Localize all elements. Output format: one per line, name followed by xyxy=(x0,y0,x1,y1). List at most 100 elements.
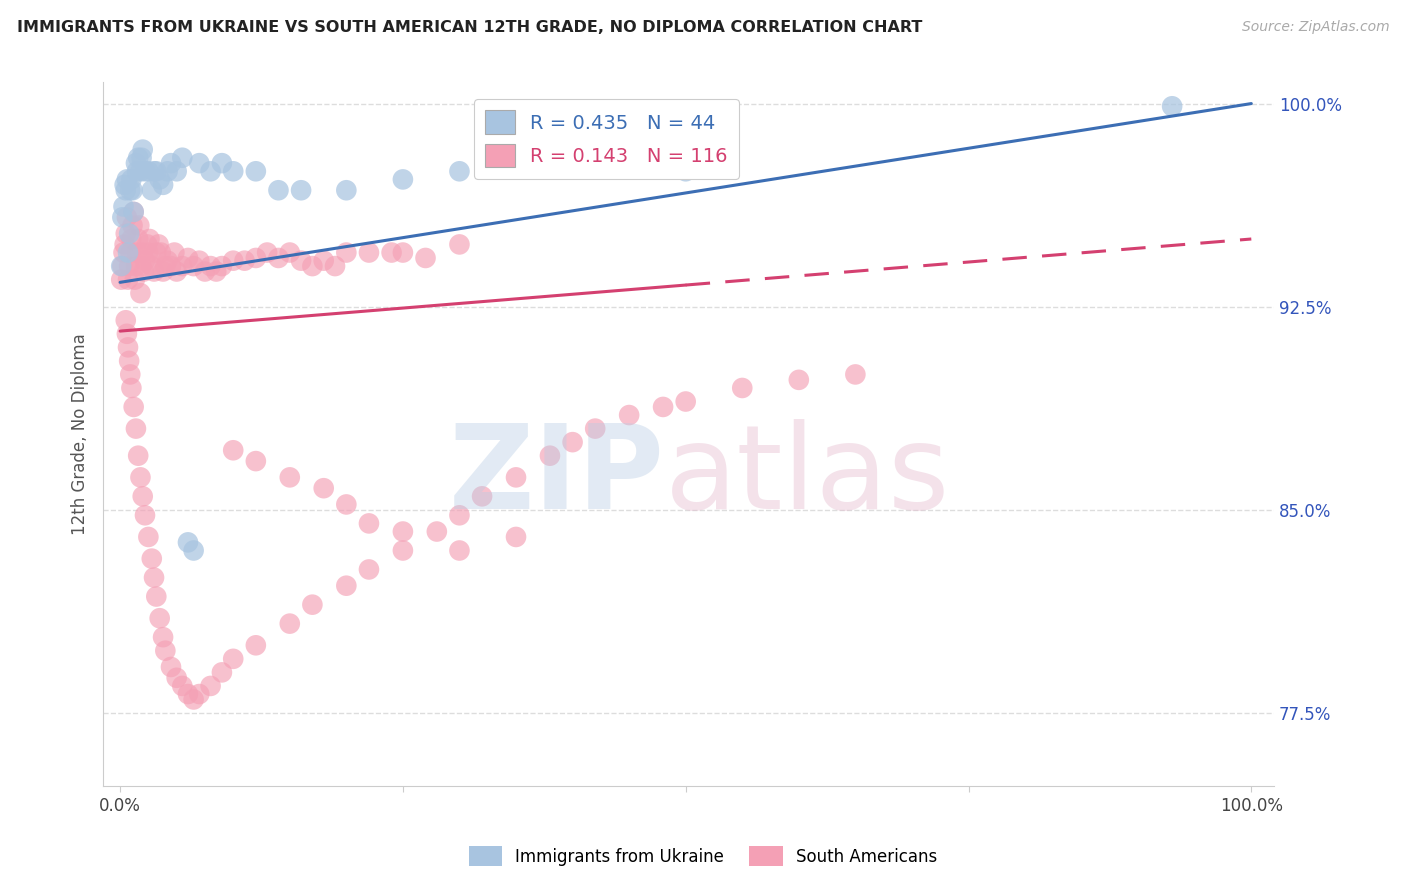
Point xyxy=(149,172,172,186)
Point xyxy=(222,652,245,666)
Point xyxy=(278,245,301,260)
Text: Source: ZipAtlas.com: Source: ZipAtlas.com xyxy=(1241,20,1389,34)
Point xyxy=(172,259,194,273)
Point xyxy=(120,183,142,197)
Point xyxy=(120,381,142,395)
Point xyxy=(267,251,290,265)
Point xyxy=(122,400,145,414)
Point xyxy=(110,259,132,273)
Point xyxy=(205,264,228,278)
Point xyxy=(152,178,174,192)
Text: atlas: atlas xyxy=(665,418,950,533)
Point xyxy=(122,205,145,219)
Point xyxy=(118,259,141,273)
Point xyxy=(188,253,211,268)
Point xyxy=(188,156,211,170)
Point xyxy=(118,354,141,368)
Point xyxy=(141,551,163,566)
Point xyxy=(152,630,174,644)
Point xyxy=(112,199,135,213)
Point xyxy=(505,530,527,544)
Point xyxy=(114,227,136,241)
Point xyxy=(335,183,357,197)
Point xyxy=(132,264,155,278)
Point xyxy=(125,156,148,170)
Point xyxy=(335,579,357,593)
Point xyxy=(617,408,640,422)
Point xyxy=(129,470,152,484)
Point xyxy=(357,245,380,260)
Point xyxy=(392,524,415,539)
Point xyxy=(290,253,312,268)
Point xyxy=(148,237,170,252)
Point xyxy=(149,611,172,625)
Point xyxy=(127,151,149,165)
Point xyxy=(138,530,160,544)
Point xyxy=(166,164,188,178)
Point xyxy=(114,237,136,252)
Point xyxy=(127,449,149,463)
Point xyxy=(278,616,301,631)
Point xyxy=(335,245,357,260)
Point xyxy=(172,679,194,693)
Point xyxy=(312,253,335,268)
Point xyxy=(357,562,380,576)
Point xyxy=(120,368,142,382)
Point xyxy=(1161,99,1184,113)
Point xyxy=(233,253,256,268)
Point xyxy=(538,449,561,463)
Point xyxy=(449,508,471,523)
Point xyxy=(200,679,222,693)
Point xyxy=(245,164,267,178)
Point xyxy=(245,638,267,652)
Point xyxy=(731,381,754,395)
Point xyxy=(118,227,141,241)
Point xyxy=(392,172,415,186)
Point xyxy=(335,498,357,512)
Point xyxy=(183,259,205,273)
Point xyxy=(155,643,177,657)
Point xyxy=(120,172,142,186)
Point xyxy=(156,164,179,178)
Point xyxy=(160,156,183,170)
Point xyxy=(121,219,143,233)
Point xyxy=(110,272,132,286)
Point xyxy=(112,245,135,260)
Point xyxy=(222,253,245,268)
Point xyxy=(115,211,138,225)
Point xyxy=(125,259,148,273)
Point xyxy=(160,259,183,273)
Point xyxy=(141,183,163,197)
Point xyxy=(561,435,583,450)
Point xyxy=(449,543,471,558)
Point xyxy=(111,259,134,273)
Point xyxy=(172,151,194,165)
Legend: Immigrants from Ukraine, South Americans: Immigrants from Ukraine, South Americans xyxy=(463,839,943,873)
Point xyxy=(160,660,183,674)
Point xyxy=(111,211,134,225)
Point xyxy=(211,665,233,680)
Point xyxy=(132,143,155,157)
Point xyxy=(222,164,245,178)
Point xyxy=(652,400,675,414)
Point xyxy=(125,421,148,435)
Point xyxy=(471,489,494,503)
Point xyxy=(290,183,312,197)
Point xyxy=(124,272,146,286)
Point xyxy=(114,183,136,197)
Point xyxy=(134,508,156,523)
Point xyxy=(149,245,172,260)
Point xyxy=(222,443,245,458)
Point xyxy=(183,692,205,706)
Point xyxy=(211,259,233,273)
Point xyxy=(392,245,415,260)
Legend: R = 0.435   N = 44, R = 0.143   N = 116: R = 0.435 N = 44, R = 0.143 N = 116 xyxy=(474,99,740,179)
Point xyxy=(114,313,136,327)
Point xyxy=(357,516,380,531)
Point xyxy=(117,340,139,354)
Point xyxy=(675,164,697,178)
Point xyxy=(131,151,153,165)
Point xyxy=(200,259,222,273)
Point xyxy=(426,524,449,539)
Point xyxy=(177,687,200,701)
